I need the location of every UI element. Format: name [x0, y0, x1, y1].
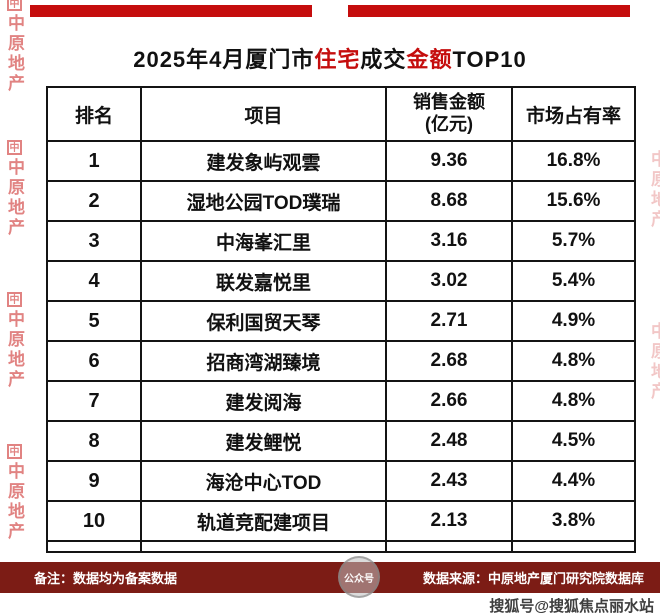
- header-rank: 排名: [46, 86, 142, 142]
- sohu-watermark: 搜狐号@搜狐焦点丽水站: [489, 598, 654, 615]
- table-row: 4 联发嘉悦里 3.02 5.4%: [46, 260, 636, 302]
- brand-logo-icon: 中: [7, 444, 22, 459]
- table-row: 1 建发象屿观雲 9.36 16.8%: [46, 140, 636, 182]
- share-cell: 5.7%: [511, 220, 636, 262]
- project-cell: 招商湾湖臻境: [140, 340, 387, 382]
- table-row: 9 海沧中心TOD 2.43 4.4%: [46, 460, 636, 502]
- table-row: 2 湿地公园TOD璞瑞 8.68 15.6%: [46, 180, 636, 222]
- share-cell: 4.8%: [511, 340, 636, 382]
- rank-cell: 2: [46, 180, 142, 222]
- project-cell: 轨道竞配建项目: [140, 500, 387, 542]
- title-highlight-amount: 金额: [406, 47, 453, 72]
- brand-watermark: 中 中原地产: [2, 292, 27, 390]
- share-cell: 4.5%: [511, 420, 636, 462]
- brand-watermark: 中原地产: [648, 322, 660, 402]
- brand-logo-icon: 中: [7, 292, 22, 307]
- project-cell: 联发嘉悦里: [140, 260, 387, 302]
- table-row: 10 轨道竞配建项目 2.13 3.8%: [46, 500, 636, 542]
- top10-table: 排名 项目 销售金额 (亿元) 市场占有率 1 建发象屿观雲 9.36 16.8…: [46, 86, 636, 553]
- amount-cell: 2.71: [385, 300, 513, 342]
- header-amount-line2: (亿元): [425, 114, 473, 134]
- top-bar-right: [348, 5, 630, 17]
- table-header-row: 排名 项目 销售金额 (亿元) 市场占有率: [46, 86, 636, 142]
- project-cell: 湿地公园TOD璞瑞: [140, 180, 387, 222]
- official-account-stamp: 公众号: [338, 556, 380, 598]
- header-share: 市场占有率: [511, 86, 636, 142]
- footer-source: 数据来源：中原地产厦门研究院数据库: [422, 571, 644, 586]
- rank-cell: 10: [46, 500, 142, 542]
- rank-cell: 1: [46, 140, 142, 182]
- project-cell: 建发鲤悦: [140, 420, 387, 462]
- table-row: 3 中海峯汇里 3.16 5.7%: [46, 220, 636, 262]
- footer-bar: 备注：数据均为备案数据 数据来源：中原地产厦门研究院数据库: [0, 562, 660, 593]
- rank-cell: 7: [46, 380, 142, 422]
- spacer-row: [46, 540, 636, 553]
- table-row: 6 招商湾湖臻境 2.68 4.8%: [46, 340, 636, 382]
- table-row: 7 建发阅海 2.66 4.8%: [46, 380, 636, 422]
- share-cell: 3.8%: [511, 500, 636, 542]
- amount-cell: 8.68: [385, 180, 513, 222]
- project-cell: 保利国贸天琴: [140, 300, 387, 342]
- title-prefix: 2025年4月厦门市: [133, 47, 315, 72]
- amount-cell: 2.43: [385, 460, 513, 502]
- title-suffix: TOP10: [452, 47, 527, 72]
- footer-note: 备注：数据均为备案数据: [34, 571, 178, 586]
- page-title: 2025年4月厦门市住宅成交金额TOP10: [0, 42, 660, 74]
- amount-cell: 2.68: [385, 340, 513, 382]
- amount-cell: 2.48: [385, 420, 513, 462]
- amount-cell: 3.02: [385, 260, 513, 302]
- amount-cell: 3.16: [385, 220, 513, 262]
- amount-cell: 2.13: [385, 500, 513, 542]
- table-row: 8 建发鲤悦 2.48 4.5%: [46, 420, 636, 462]
- rank-cell: 8: [46, 420, 142, 462]
- project-cell: 海沧中心TOD: [140, 460, 387, 502]
- table-row: 5 保利国贸天琴 2.71 4.9%: [46, 300, 636, 342]
- brand-watermark: 中 中原地产: [2, 140, 27, 238]
- brand-logo-icon: 中: [7, 140, 22, 155]
- share-cell: 16.8%: [511, 140, 636, 182]
- share-cell: 4.8%: [511, 380, 636, 422]
- rank-cell: 6: [46, 340, 142, 382]
- share-cell: 5.4%: [511, 260, 636, 302]
- brand-logo-icon: 中: [7, 0, 22, 11]
- amount-cell: 2.66: [385, 380, 513, 422]
- header-amount-line1: 销售金额: [413, 92, 485, 113]
- brand-watermark: 中 中原地产: [2, 444, 27, 542]
- share-cell: 15.6%: [511, 180, 636, 222]
- amount-cell: 9.36: [385, 140, 513, 182]
- title-highlight-residential: 住宅: [314, 47, 361, 72]
- title-mid: 成交: [360, 47, 407, 72]
- header-amount: 销售金额 (亿元): [385, 86, 513, 142]
- project-cell: 建发阅海: [140, 380, 387, 422]
- project-cell: 中海峯汇里: [140, 220, 387, 262]
- rank-cell: 4: [46, 260, 142, 302]
- header-project: 项目: [140, 86, 387, 142]
- share-cell: 4.4%: [511, 460, 636, 502]
- share-cell: 4.9%: [511, 300, 636, 342]
- project-cell: 建发象屿观雲: [140, 140, 387, 182]
- brand-watermark: 中原地产: [648, 150, 660, 230]
- rank-cell: 9: [46, 460, 142, 502]
- top-bar-left: [30, 5, 312, 17]
- rank-cell: 5: [46, 300, 142, 342]
- rank-cell: 3: [46, 220, 142, 262]
